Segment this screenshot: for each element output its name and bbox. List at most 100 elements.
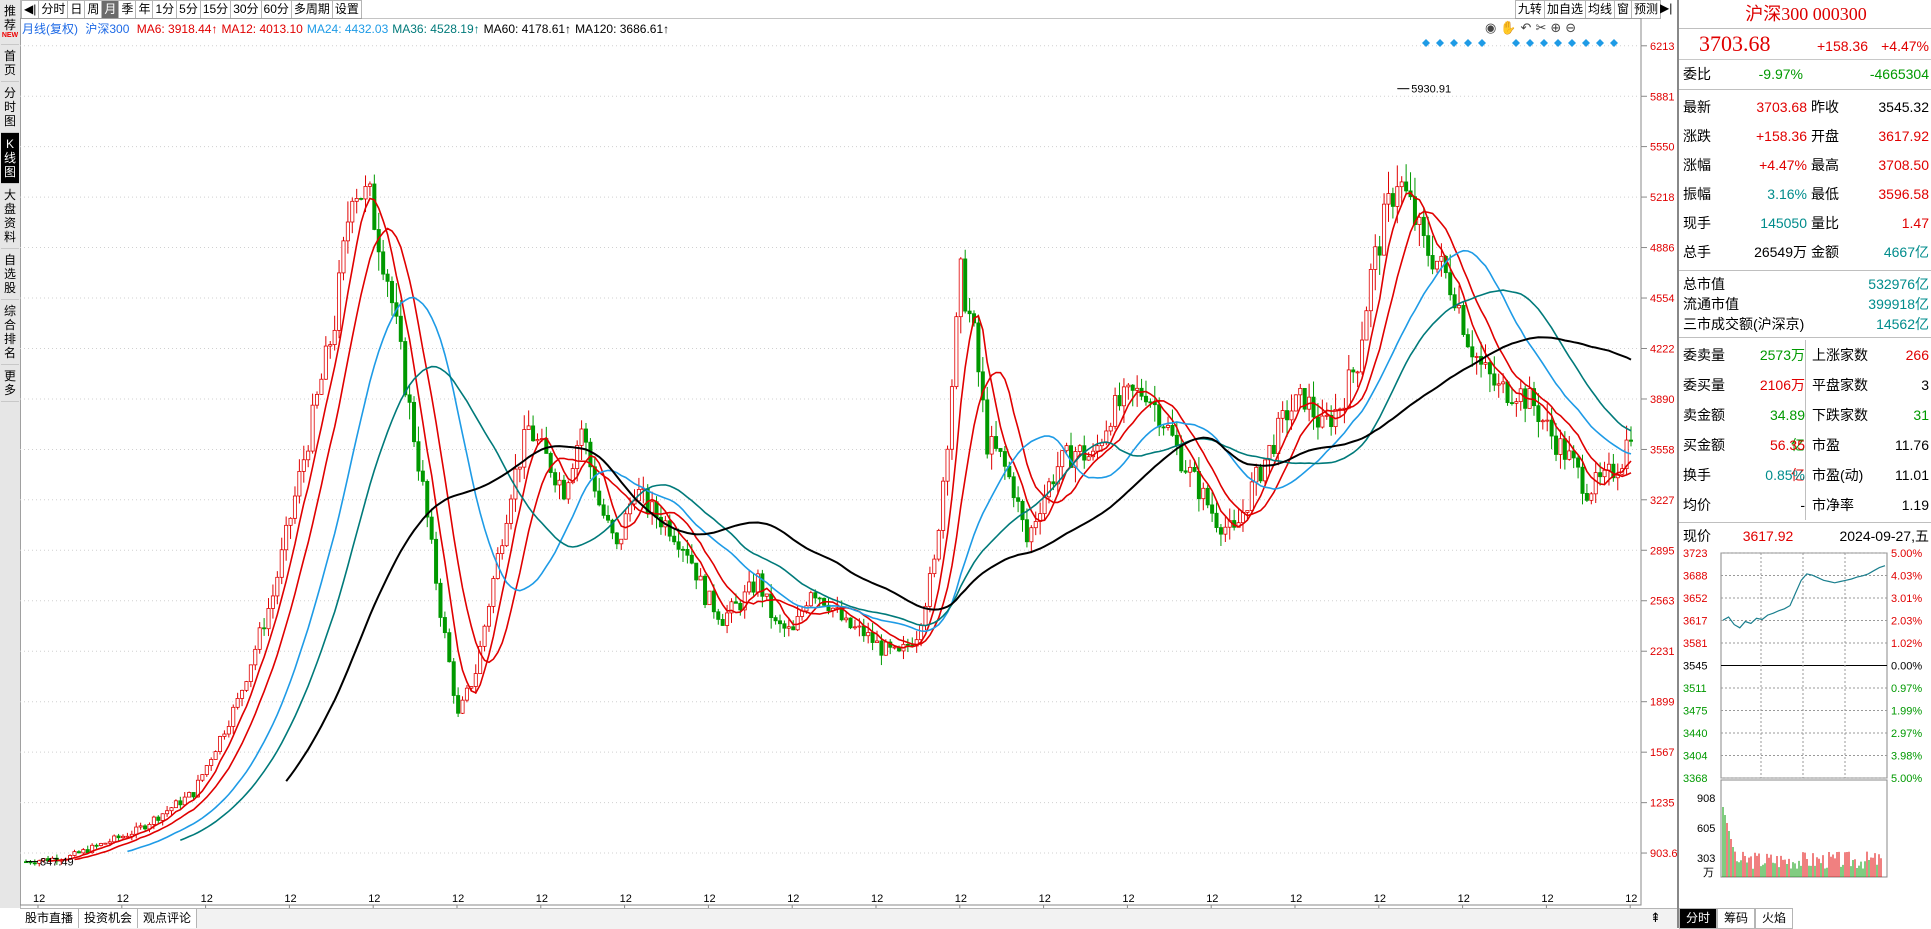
nav-item-1[interactable]: 首页 — [1, 45, 19, 82]
nav-item-3[interactable]: K线图 — [1, 133, 19, 184]
candle-body — [733, 601, 738, 604]
order-row: 委卖量 2573万 上涨家数 266 — [1679, 340, 1931, 370]
zoom-out-icon[interactable]: ⊖ — [1565, 20, 1577, 35]
candle-body — [1280, 410, 1285, 419]
period-tab-2[interactable]: 周 — [85, 0, 103, 19]
candle-body — [725, 612, 730, 626]
scissors-icon[interactable]: ✂ — [1535, 20, 1547, 35]
x-tick-label: 12 — [1458, 893, 1470, 905]
candle-body — [389, 280, 394, 304]
candle-body — [958, 258, 963, 318]
period-tab-10[interactable]: 60分 — [261, 0, 292, 19]
candle-body — [94, 844, 99, 847]
hand-icon[interactable]: ✋ — [1500, 20, 1517, 35]
candle-body — [817, 597, 822, 600]
candle-body — [1580, 466, 1585, 494]
ma-legend-item: MA36: 4528.19↑ — [392, 22, 480, 36]
period-tab-7[interactable]: 5分 — [177, 0, 201, 19]
nav-item-7[interactable]: 更多 — [1, 365, 19, 402]
candle-body — [292, 495, 297, 519]
scroll-top-icon[interactable]: ⇞ — [1650, 910, 1661, 925]
event-diamond-icon — [1526, 39, 1534, 47]
period-tab-0[interactable]: 分时 — [39, 0, 69, 19]
candle-body — [1249, 481, 1254, 511]
quote-label: 昨收 — [1811, 99, 1839, 115]
eye-icon[interactable]: ◉ — [1485, 20, 1497, 35]
period-tab-11[interactable]: 多周期 — [291, 0, 333, 19]
candle-body — [769, 593, 774, 619]
y-tick-label: 1235 — [1650, 798, 1674, 810]
candle-body — [1421, 216, 1426, 237]
candle-body — [976, 322, 981, 373]
x-tick-label: 12 — [284, 893, 296, 905]
candle-body — [963, 258, 968, 312]
candle-body — [1509, 402, 1514, 404]
nav-item-0[interactable]: 推荐 NEW — [1, 0, 19, 45]
x-tick-label: 12 — [1290, 893, 1302, 905]
candle-body — [385, 273, 390, 282]
chart-btn-1[interactable]: 加自选 — [1544, 0, 1586, 19]
candle-body — [1135, 387, 1140, 391]
period-tab-6[interactable]: 1分 — [153, 0, 178, 19]
candle-body — [716, 611, 721, 620]
left-nav: 推荐 NEW 首页分时图 K线图 大盘资料 自选股 综合排名 更多 — [0, 0, 21, 908]
high-label: 5930.91 — [1411, 84, 1451, 96]
mini-vol-tick: 303 — [1697, 853, 1715, 865]
order-row: 买金额 56.35亿 市盈 11.76 — [1679, 430, 1931, 483]
period-tab-5[interactable]: 年 — [136, 0, 154, 19]
candle-body — [1571, 450, 1576, 459]
y-tick-label: 6213 — [1650, 41, 1674, 53]
intraday-minichart[interactable]: 3723 5.00% 3688 4.03% 3652 3.01% 3617 2.03% 3581… — [1679, 547, 1931, 887]
quote-value: 145050 — [1760, 215, 1807, 231]
candle-body — [1558, 438, 1563, 455]
candles — [24, 164, 1634, 867]
chart-btn-4[interactable]: 预测 — [1631, 0, 1661, 19]
chart-btn-2[interactable]: 均线 — [1585, 0, 1615, 19]
candle-body — [1205, 487, 1210, 506]
order-row: 卖金额 34.89亿 下跌家数 31 — [1679, 400, 1931, 453]
candle-body — [107, 841, 112, 844]
mini-right-tick: 4.03% — [1891, 571, 1922, 583]
undo-icon[interactable]: ↶ — [1520, 20, 1532, 35]
mini-vol-tick: 908 — [1697, 793, 1715, 805]
nav-item-4[interactable]: 大盘资料 — [1, 184, 19, 249]
candle-body — [151, 816, 156, 825]
candle-body — [367, 183, 372, 187]
candle-body — [473, 673, 478, 687]
nav-item-2[interactable]: 分时图 — [1, 82, 19, 133]
period-tab-1[interactable]: 日 — [68, 0, 86, 19]
candle-body — [1492, 373, 1497, 386]
zoom-in-icon[interactable]: ⊕ — [1550, 20, 1562, 35]
weibi-row: 委比 -9.97% -4665304 — [1679, 60, 1931, 90]
back-icon[interactable]: ◀| — [21, 0, 40, 19]
kline-chart[interactable]: 6213 5881 5550 5218 4886 4554 4222 3890 3558 3227… — [20, 18, 1677, 908]
nav-item-5[interactable]: 自选股 — [1, 249, 19, 300]
mini-tab-2[interactable]: 火焰 — [1755, 908, 1794, 929]
chart-btn-3[interactable]: 窗 — [1614, 0, 1632, 19]
order-rows: 委卖量 2573万 上涨家数 266 委买量 2106万 平盘家数 3 卖金额 34.89亿 下跌家… — [1679, 338, 1931, 523]
mini-tab-1[interactable]: 筹码 — [1717, 908, 1756, 929]
chart-btn-0[interactable]: 九转 — [1514, 0, 1545, 19]
period-tab-3[interactable]: 月 — [102, 0, 120, 19]
candle-body — [486, 606, 491, 627]
mini-tab-0[interactable]: 分时 — [1679, 908, 1718, 929]
x-tick-label: 12 — [620, 893, 632, 905]
candle-body — [579, 428, 584, 446]
candle-body — [1496, 383, 1501, 386]
bottom-tab-2[interactable]: 观点评论 — [138, 909, 198, 928]
candle-body — [698, 575, 703, 581]
period-tab-8[interactable]: 15分 — [200, 0, 232, 19]
period-tab-4[interactable]: 季 — [119, 0, 137, 19]
candle-body — [1360, 339, 1365, 373]
nav-item-6[interactable]: 综合排名 — [1, 300, 19, 365]
period-tab-9[interactable]: 30分 — [231, 0, 262, 19]
nav-item-label: 首页 — [3, 49, 16, 77]
pin-icon[interactable]: ▶| — [1660, 1, 1673, 15]
candle-body — [1214, 512, 1219, 528]
bottom-tab-0[interactable]: 股市直播 — [20, 909, 80, 928]
event-diamond-icon — [1610, 39, 1618, 47]
bottom-tab-1[interactable]: 投资机会 — [79, 909, 139, 928]
period-tab-12[interactable]: 设置 — [332, 0, 362, 19]
order-label: 均价 — [1683, 497, 1711, 513]
candle-body — [994, 436, 999, 449]
